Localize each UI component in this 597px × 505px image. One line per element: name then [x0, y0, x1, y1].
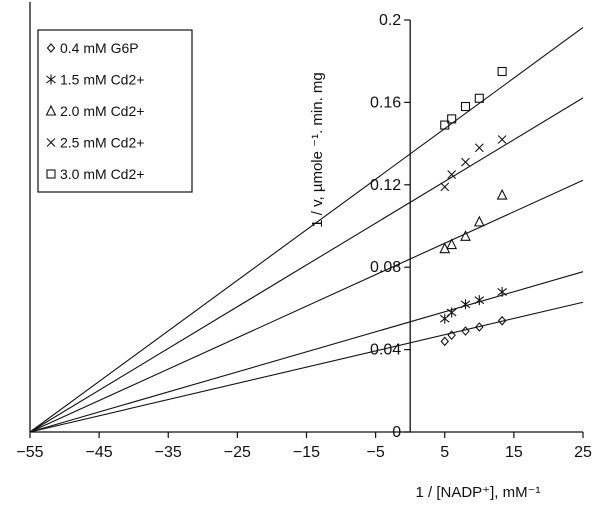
fit-line	[29, 27, 584, 433]
legend-label: 2.5 mM Cd2+	[60, 135, 144, 151]
data-point-diamond	[447, 330, 456, 341]
y-tick-label: 0.04	[370, 342, 401, 359]
data-point-x	[474, 143, 484, 153]
data-point-triangle	[446, 238, 458, 250]
legend-marker-diamond	[46, 43, 56, 53]
data-point-diamond	[440, 336, 449, 347]
data-point-star	[446, 307, 457, 318]
fit-line	[29, 179, 584, 433]
x-tick-label: −25	[224, 444, 251, 461]
x-axis-title: 1 / [NADP⁺], mM⁻¹	[415, 484, 540, 501]
data-point-diamond	[475, 322, 484, 332]
data-point-x	[440, 182, 450, 192]
data-point-square	[447, 114, 457, 124]
data-point-diamond	[461, 326, 470, 336]
fit-line	[29, 301, 584, 433]
data-point-star	[497, 286, 507, 297]
x-tick-label: −15	[293, 444, 320, 461]
data-point-triangle	[460, 230, 471, 241]
fit-line	[29, 97, 584, 433]
legend-marker-star	[46, 74, 56, 85]
legend-label: 3.0 mM Cd2+	[60, 166, 144, 182]
data-points-group	[439, 66, 508, 347]
data-point-star	[474, 295, 485, 306]
y-tick-label: 0	[392, 424, 401, 441]
data-point-star	[460, 299, 471, 310]
data-point-square	[440, 120, 450, 130]
data-point-triangle	[496, 188, 508, 200]
y-tick-label: 0.12	[370, 177, 401, 194]
fit-line	[29, 271, 584, 433]
x-tick-label: −35	[155, 444, 182, 461]
legend-box	[37, 29, 193, 193]
y-axis-title: 1 / v, µmole ⁻¹. min. mg	[309, 72, 326, 227]
legend-label: 1.5 mM Cd2+	[60, 72, 144, 88]
y-tick-label: 0.16	[370, 94, 401, 111]
data-point-square	[497, 66, 507, 77]
legend-marker-triangle	[45, 104, 57, 116]
y-tick-label: 0.08	[370, 259, 401, 276]
legend-marker-x	[46, 138, 56, 147]
x-ticks-group: −55 −45 −35 −25 −15 −5 5 15 25	[16, 432, 592, 461]
legend-label: 2.0 mM Cd2+	[60, 103, 144, 119]
fit-lines-group	[29, 27, 584, 433]
y-tick-label: 0.2	[379, 12, 401, 29]
data-point-square	[460, 101, 471, 112]
x-tick-label: −5	[367, 444, 385, 461]
data-point-diamond	[497, 315, 507, 326]
data-point-square	[474, 93, 484, 103]
data-point-triangle	[473, 215, 485, 227]
data-point-star	[439, 313, 450, 324]
y-ticks-group: 0 0.04 0.08 0.12 0.16 0.2	[370, 12, 411, 441]
data-point-x	[497, 135, 507, 144]
x-tick-label: 25	[574, 444, 592, 461]
data-point-x	[447, 170, 457, 179]
x-tick-label: −45	[86, 444, 113, 461]
x-tick-label: 15	[505, 444, 523, 461]
x-tick-label: 5	[440, 444, 449, 461]
x-tick-label: −55	[16, 444, 43, 461]
legend-label: 0.4 mM G6P	[60, 40, 139, 56]
data-point-x	[461, 157, 470, 167]
legend-marker-square	[46, 169, 56, 179]
legend: 0.4 mM G6P 1.5 mM Cd2+ 2.0 mM Cd2+ 2.5 mM C…	[37, 29, 193, 193]
